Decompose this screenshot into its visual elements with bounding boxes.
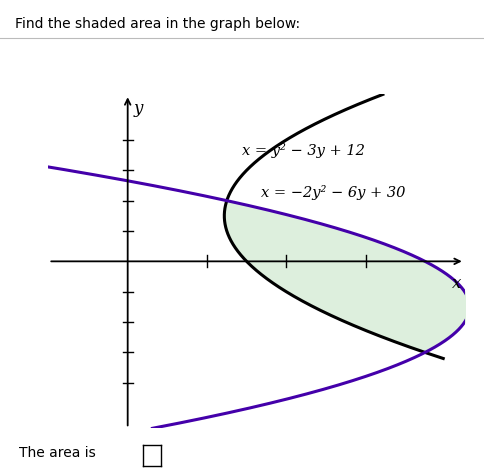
Text: The area is: The area is <box>19 445 96 459</box>
Text: x = −2y² − 6y + 30: x = −2y² − 6y + 30 <box>261 185 406 199</box>
Text: x: x <box>452 275 461 291</box>
Text: y: y <box>134 100 143 117</box>
Text: x = y² − 3y + 12: x = y² − 3y + 12 <box>242 142 364 157</box>
Text: Find the shaded area in the graph below:: Find the shaded area in the graph below: <box>15 17 300 30</box>
